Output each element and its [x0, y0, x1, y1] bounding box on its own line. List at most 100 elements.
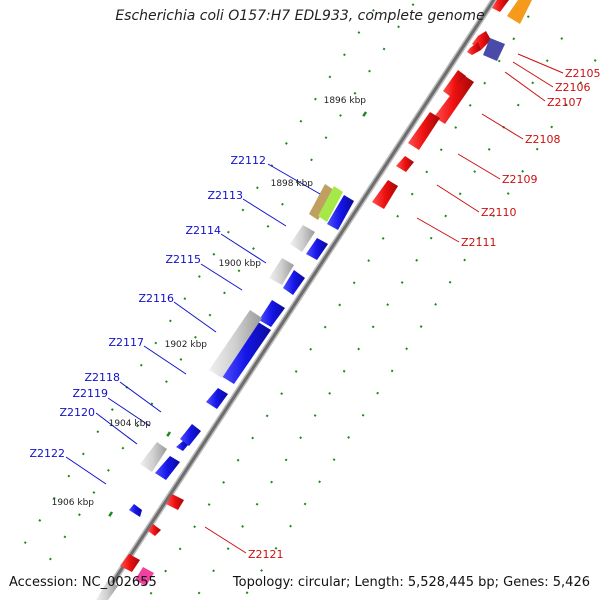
tick-dot	[550, 125, 554, 129]
tick-dot	[367, 259, 371, 262]
label-z2118[interactable]: Z2118	[84, 371, 120, 384]
label-z2116[interactable]: Z2116	[138, 292, 174, 305]
tick-dot	[226, 547, 230, 550]
tick-dot	[274, 546, 278, 550]
tick-dot	[468, 103, 472, 107]
label-z2114[interactable]: Z2114	[185, 224, 221, 237]
tick-dot	[448, 280, 452, 284]
gene-gold[interactable]	[309, 184, 334, 220]
gene-z2122[interactable]	[129, 504, 142, 517]
label-z2105[interactable]: Z2105	[565, 67, 600, 80]
tick-dot	[397, 25, 400, 29]
tick-dot	[411, 3, 415, 6]
label-z2107[interactable]: Z2107	[547, 96, 583, 109]
tick-dot	[67, 474, 71, 478]
gene-gray-1[interactable]	[290, 225, 315, 252]
tick-dot	[265, 414, 269, 418]
gene-z2115[interactable]	[259, 300, 285, 327]
gene-red-top[interactable]	[492, 0, 509, 12]
reverse-strand-genes	[120, 0, 532, 586]
scale-label-1900: 1900 kbp	[219, 259, 262, 269]
label-z2121[interactable]: Z2121	[248, 548, 284, 561]
label-z2106[interactable]: Z2106	[555, 81, 591, 94]
reverse-gene-labels: Z2105 Z2106 Z2107 Z2108 Z2109 Z2110 Z211…	[248, 67, 600, 561]
gene-z2117[interactable]	[206, 388, 228, 409]
tick-dot	[328, 391, 332, 395]
label-z2119[interactable]: Z2119	[72, 387, 108, 400]
scale-label-1902: 1902 kbp	[165, 340, 208, 350]
gene-z2105-b[interactable]	[467, 42, 481, 55]
tick-dot	[294, 370, 298, 373]
gene-z2107-b[interactable]	[434, 76, 474, 124]
gene-z2114[interactable]	[283, 270, 305, 295]
tick-dot	[154, 341, 158, 345]
label-z2112[interactable]: Z2112	[230, 154, 266, 167]
gene-gray-4[interactable]	[140, 442, 167, 472]
tick-dot	[260, 569, 263, 572]
tick-dot	[241, 208, 245, 212]
tick-dot	[107, 468, 110, 472]
gene-z2112[interactable]	[327, 195, 354, 230]
label-z2115[interactable]: Z2115	[165, 253, 201, 266]
tick-dot	[328, 75, 332, 79]
forward-gene-labels: Z2112 Z2113 Z2114 Z2115 Z2116 Z2117 Z211…	[29, 154, 266, 460]
gene-gray-5[interactable]	[96, 580, 118, 600]
gene-z2110[interactable]	[372, 180, 398, 209]
tick-dot	[338, 303, 342, 307]
gene-z2113[interactable]	[306, 238, 328, 260]
gene-z2109[interactable]	[396, 156, 414, 172]
gene-z2107[interactable]	[443, 70, 466, 97]
tick-dot	[284, 458, 288, 462]
gene-z2108[interactable]	[408, 112, 440, 150]
gene-z2120[interactable]	[155, 456, 180, 480]
scale-tick	[166, 431, 172, 437]
gene-z2106[interactable]	[483, 38, 505, 61]
gene-gray-2[interactable]	[269, 258, 294, 285]
gene-z2119[interactable]	[176, 441, 188, 451]
gene-z2116[interactable]	[221, 322, 271, 384]
gene-red-small[interactable]	[148, 524, 161, 536]
gene-gray-3[interactable]	[209, 310, 262, 378]
forward-strand-genes	[129, 195, 354, 517]
gene-green[interactable]	[318, 186, 343, 222]
gene-orange[interactable]	[507, 0, 532, 24]
label-z2122[interactable]: Z2122	[29, 447, 65, 460]
tick-dot	[564, 103, 568, 107]
tick-dot	[110, 408, 114, 411]
tick-dot	[81, 452, 85, 456]
tick-dot	[560, 37, 564, 40]
scale-tick	[362, 111, 368, 117]
backbone	[97, 0, 498, 600]
gene-z2118[interactable]	[180, 424, 201, 446]
label-z2120[interactable]: Z2120	[59, 406, 95, 419]
tick-dot	[23, 541, 27, 545]
tick-dot	[434, 302, 438, 306]
tick-dot	[121, 446, 125, 450]
tick-dot	[400, 281, 404, 284]
pseudo-genes	[96, 184, 343, 600]
tick-dot	[343, 53, 346, 57]
tick-dot	[368, 69, 371, 73]
tick-dot	[285, 142, 288, 145]
tick-dot	[197, 591, 201, 595]
label-z2117[interactable]: Z2117	[108, 336, 144, 349]
label-z2109[interactable]: Z2109	[502, 173, 538, 186]
accession-text: Accession: NC_002655	[9, 575, 157, 590]
gene-z2121[interactable]	[166, 494, 184, 510]
tick-dot	[535, 147, 539, 151]
tick-dot	[266, 224, 270, 228]
gene-red-bottom[interactable]	[120, 554, 140, 572]
tick-dot	[299, 436, 303, 440]
label-z2113[interactable]: Z2113	[207, 189, 243, 202]
tick-dot	[208, 313, 212, 317]
tick-dot	[241, 525, 244, 528]
tick-dot	[139, 363, 143, 367]
tick-dot	[410, 192, 414, 196]
label-z2111[interactable]: Z2111	[461, 236, 497, 249]
label-z2108[interactable]: Z2108	[525, 133, 561, 146]
tick-dot	[96, 430, 100, 434]
label-z2110[interactable]: Z2110	[481, 206, 517, 219]
tick-dot	[419, 325, 423, 328]
tick-dot	[212, 569, 215, 573]
gene-magenta[interactable]	[135, 567, 154, 586]
